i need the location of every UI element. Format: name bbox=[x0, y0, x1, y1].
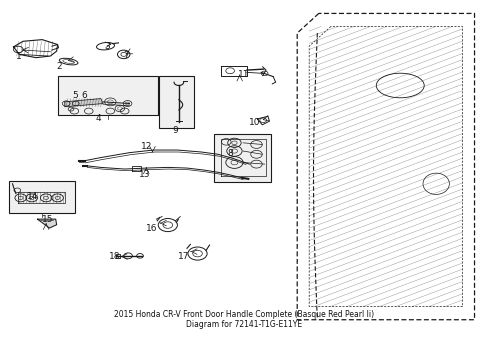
Text: 15: 15 bbox=[42, 215, 54, 224]
Text: 16: 16 bbox=[146, 224, 158, 233]
Text: 11: 11 bbox=[237, 70, 249, 79]
Text: 17: 17 bbox=[178, 252, 189, 261]
Text: 9: 9 bbox=[172, 126, 178, 135]
Text: 12: 12 bbox=[140, 142, 152, 151]
Text: Diagram for 72141-T1G-E11YE: Diagram for 72141-T1G-E11YE bbox=[186, 320, 302, 329]
Bar bbox=[214, 134, 270, 182]
Polygon shape bbox=[38, 219, 57, 228]
Text: 2015 Honda CR-V Front Door Handle Complete (Basque Red Pearl Ii): 2015 Honda CR-V Front Door Handle Comple… bbox=[114, 310, 374, 319]
Text: 10: 10 bbox=[249, 118, 260, 127]
Text: 18: 18 bbox=[109, 252, 121, 261]
Text: 13: 13 bbox=[138, 170, 150, 179]
Text: 5: 5 bbox=[72, 90, 78, 99]
Text: 6: 6 bbox=[81, 90, 87, 99]
Text: 8: 8 bbox=[227, 149, 232, 158]
Bar bbox=[9, 181, 75, 213]
Text: 7: 7 bbox=[122, 50, 128, 59]
Text: 2: 2 bbox=[56, 62, 61, 71]
Text: 4: 4 bbox=[95, 114, 101, 123]
Polygon shape bbox=[64, 99, 103, 107]
Bar bbox=[58, 76, 158, 115]
Text: 3: 3 bbox=[104, 42, 110, 51]
Text: 14: 14 bbox=[27, 192, 38, 201]
Bar bbox=[159, 76, 193, 128]
Text: 1: 1 bbox=[17, 51, 22, 60]
